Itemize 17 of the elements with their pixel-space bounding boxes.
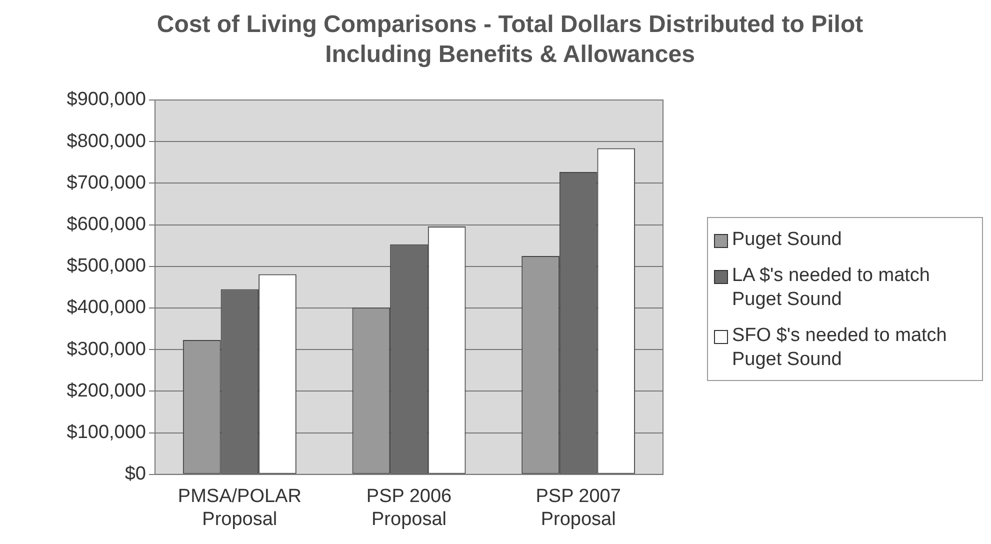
y-tick-label: $300,000 <box>66 338 146 360</box>
legend-label: SFO $'s needed to match Puget Sound <box>732 324 948 372</box>
legend-label: LA $'s needed to match Puget Sound <box>732 264 931 312</box>
x-tick-label: PSP 2006 Proposal <box>366 486 452 530</box>
y-tick-label: $900,000 <box>66 89 146 110</box>
x-tick-label: PSP 2007 Proposal <box>536 486 621 530</box>
y-tick-label: $0 <box>124 464 146 485</box>
y-tick-label: $800,000 <box>66 130 146 152</box>
y-tick-label: $400,000 <box>66 297 146 318</box>
y-tick-label: $600,000 <box>66 214 146 236</box>
x-tick-label: PMSA/POLAR Proposal <box>178 486 302 530</box>
y-tick-label: $200,000 <box>66 380 146 402</box>
y-tick-label: $100,000 <box>66 422 146 444</box>
chart-title: Cost of Living Comparisons - Total Dollars Distributed to Pilot Including Benefits & Allowances <box>156 10 864 70</box>
y-tick-label: $500,000 <box>66 256 146 277</box>
y-tick-label: $700,000 <box>66 172 146 194</box>
legend-label: Puget Sound <box>732 228 842 252</box>
